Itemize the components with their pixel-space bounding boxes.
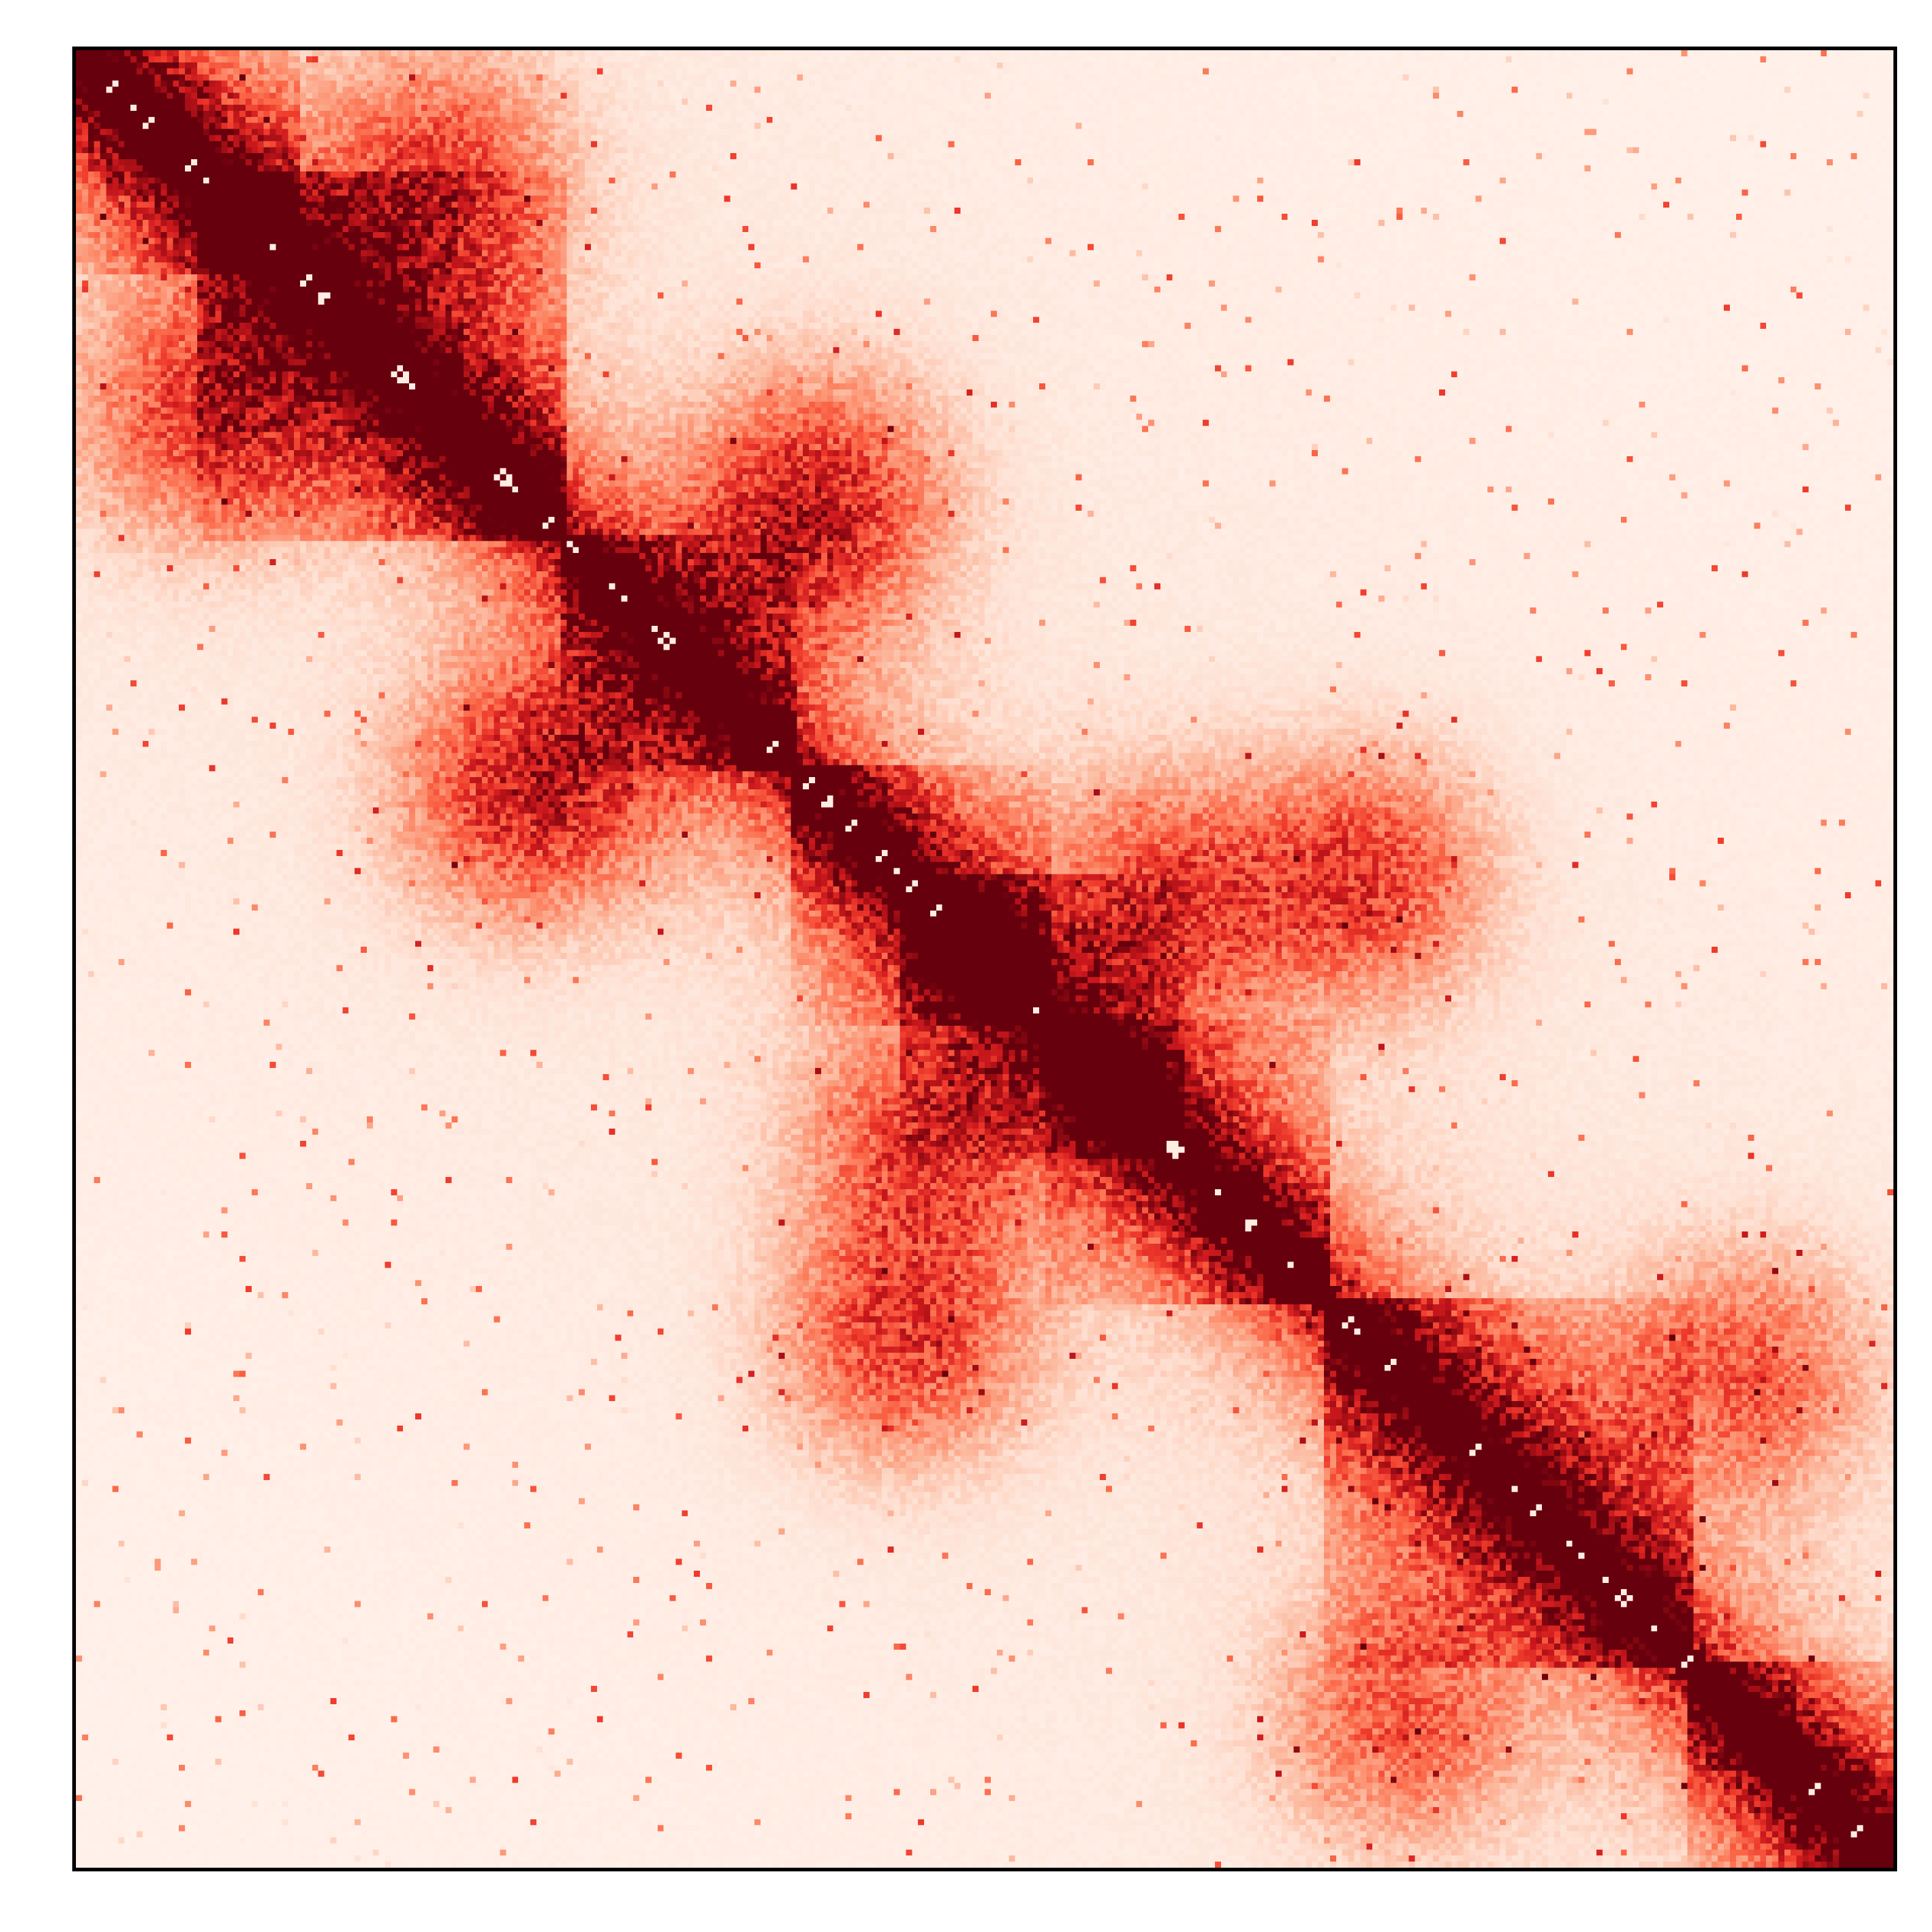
heatmap-plot-area	[72, 47, 1897, 1871]
contact-matrix-heatmap	[76, 50, 1893, 1868]
